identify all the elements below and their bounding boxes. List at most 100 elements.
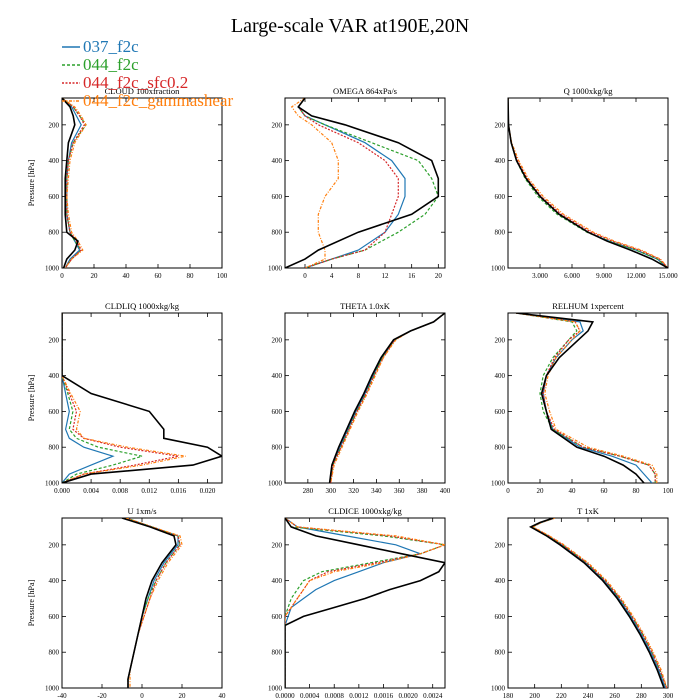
legend: 037_f2c044_f2c044_f2c_sfc0.2044_f2c_gamm… bbox=[62, 37, 233, 110]
y-tick-label: 1000 bbox=[491, 685, 506, 693]
x-tick-label: 260 bbox=[609, 692, 620, 700]
plot-frame bbox=[284, 312, 446, 484]
y-tick-label: 200 bbox=[495, 541, 506, 549]
y-axis-label: Pressure [hPa] bbox=[27, 159, 36, 206]
y-tick-label: 400 bbox=[49, 157, 60, 165]
series-line-044-f2c-sfc0-2 bbox=[62, 98, 86, 268]
x-tick-label: 60 bbox=[155, 272, 163, 280]
plot-frame bbox=[507, 97, 669, 269]
x-tick-label: 0 bbox=[60, 272, 64, 280]
y-tick-label: 600 bbox=[49, 193, 60, 201]
y-tick-label: 1000 bbox=[268, 480, 283, 488]
legend-entry: 044_f2c_sfc0.2 bbox=[62, 73, 188, 92]
panel-title: U 1xm/s bbox=[127, 506, 156, 516]
x-tick-label: 0.000 bbox=[54, 487, 70, 495]
x-tick-label: 300 bbox=[325, 487, 336, 495]
series-line-044-f2c-sfc0-2 bbox=[62, 313, 179, 483]
series-line-044-f2c-gammashear bbox=[532, 518, 668, 688]
x-tick-label: 180 bbox=[503, 692, 514, 700]
y-tick-label: 400 bbox=[49, 372, 60, 380]
x-tick-label: 0.008 bbox=[112, 487, 128, 495]
y-tick-label: 400 bbox=[495, 157, 506, 165]
x-tick-label: 0.0024 bbox=[423, 692, 443, 700]
legend-label: 044_f2c_sfc0.2 bbox=[83, 73, 188, 92]
panel-2: OMEGA 864xPa/s 200 400 600 800 1000 0 4 8 12 16 20 bbox=[268, 86, 446, 280]
y-tick-label: 600 bbox=[272, 408, 283, 416]
panel-title: CLDICE 1000xkg/kg bbox=[328, 506, 402, 516]
series-line-044-f2c bbox=[62, 313, 143, 483]
x-tick-label: 0 bbox=[303, 272, 307, 280]
x-tick-label: 0.020 bbox=[200, 487, 216, 495]
x-tick-label: 0.012 bbox=[141, 487, 157, 495]
series-line-044-f2c-gammashear bbox=[285, 518, 445, 688]
x-tick-label: 200 bbox=[529, 692, 540, 700]
x-tick-label: 12.000 bbox=[626, 272, 646, 280]
y-tick-label: 800 bbox=[495, 229, 506, 237]
y-tick-label: 600 bbox=[495, 193, 506, 201]
plot-frame bbox=[61, 97, 223, 269]
y-tick-label: 400 bbox=[495, 577, 506, 585]
x-tick-label: 20 bbox=[435, 272, 443, 280]
x-tick-label: 80 bbox=[187, 272, 195, 280]
series-line-044-f2c-sfc0-2 bbox=[297, 98, 399, 268]
x-tick-label: 6.000 bbox=[564, 272, 580, 280]
legend-entry: 037_f2c bbox=[62, 37, 139, 56]
y-axis-label: Pressure [hPa] bbox=[27, 374, 36, 421]
series-line-reference bbox=[528, 518, 665, 688]
x-tick-label: 3.000 bbox=[532, 272, 548, 280]
x-tick-label: 280 bbox=[303, 487, 314, 495]
y-tick-label: 1000 bbox=[268, 685, 283, 693]
y-tick-label: 800 bbox=[49, 649, 60, 657]
series-line-044-f2c-gammashear bbox=[515, 313, 658, 483]
x-tick-label: 280 bbox=[636, 692, 647, 700]
series-line-044-f2c-gammashear bbox=[290, 98, 339, 268]
y-tick-label: 400 bbox=[272, 372, 283, 380]
x-tick-label: 0.0012 bbox=[349, 692, 369, 700]
x-tick-label: 20 bbox=[537, 487, 545, 495]
x-tick-label: 220 bbox=[556, 692, 567, 700]
y-tick-label: 400 bbox=[49, 577, 60, 585]
series-line-reference bbox=[121, 518, 177, 688]
y-tick-label: 200 bbox=[272, 336, 283, 344]
panel-title: OMEGA 864xPa/s bbox=[333, 86, 397, 96]
legend-entry: 044_f2c bbox=[62, 55, 139, 74]
x-tick-label: 15.000 bbox=[658, 272, 678, 280]
x-tick-label: 9.000 bbox=[596, 272, 612, 280]
legend-entry: 044_f2c_gammashear bbox=[62, 91, 233, 110]
legend-label: 044_f2c_gammashear bbox=[83, 91, 233, 110]
panel-4: CLDLIQ 1000xkg/kg Pressure [hPa] 200 400 600… bbox=[27, 301, 223, 495]
y-tick-label: 800 bbox=[495, 444, 506, 452]
series-line-044-f2c-gammashear bbox=[508, 98, 668, 268]
x-tick-label: -40 bbox=[57, 692, 67, 700]
y-tick-label: 800 bbox=[49, 229, 60, 237]
x-tick-label: -20 bbox=[97, 692, 107, 700]
y-tick-label: 600 bbox=[495, 408, 506, 416]
panel-title: T 1xK bbox=[577, 506, 600, 516]
plot-frame bbox=[61, 312, 223, 484]
plot-frame bbox=[284, 517, 446, 689]
x-tick-label: 0.0020 bbox=[398, 692, 418, 700]
series-line-044-f2c bbox=[285, 518, 445, 688]
x-tick-label: 12 bbox=[382, 272, 390, 280]
y-tick-label: 1000 bbox=[45, 685, 60, 693]
x-tick-label: 340 bbox=[371, 487, 382, 495]
series-line-reference bbox=[328, 313, 445, 483]
y-tick-label: 600 bbox=[272, 193, 283, 201]
series-line-reference bbox=[285, 98, 440, 268]
y-tick-label: 800 bbox=[495, 649, 506, 657]
series-line-044-f2c bbox=[515, 313, 656, 483]
legend-label: 044_f2c bbox=[83, 55, 139, 74]
series-line-044-f2c bbox=[62, 98, 87, 268]
y-tick-label: 800 bbox=[272, 444, 283, 452]
y-tick-label: 400 bbox=[272, 157, 283, 165]
y-tick-label: 1000 bbox=[45, 480, 60, 488]
series-line-044-f2c bbox=[330, 313, 445, 483]
x-tick-label: 380 bbox=[417, 487, 428, 495]
